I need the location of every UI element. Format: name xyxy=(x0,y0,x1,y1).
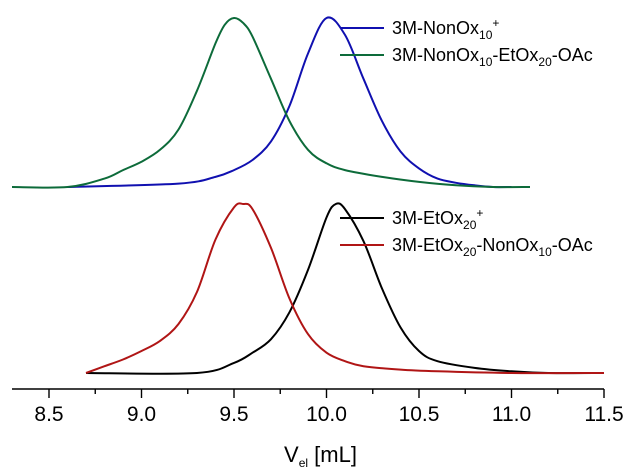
bottom-panel: 3M-EtOx20+ 3M-EtOx20-NonOx10-OAc xyxy=(85,202,605,375)
x-axis-title-subscript: el xyxy=(299,456,308,469)
series-line-0-1 xyxy=(11,16,531,189)
series-line-0-0 xyxy=(67,16,512,189)
x-tick-label-5: 11.0 xyxy=(492,403,531,426)
x-tick-label-6: 11.5 xyxy=(584,403,623,426)
x-axis-title-unit: [mL] xyxy=(308,442,357,467)
x-axis: 8.5 9.0 9.5 10.0 10.5 11.0 11.5 xyxy=(12,388,624,426)
x-axis-title: Vel [mL] xyxy=(284,442,357,469)
x-axis-title-main: V xyxy=(284,442,299,467)
top-panel: 3M-NonOx10+ 3M-NonOx10-EtOx20-OAc xyxy=(11,16,593,189)
x-tick-label-4: 10.5 xyxy=(399,403,440,426)
legend-label-0-1: 3M-NonOx10-EtOx20-OAc xyxy=(392,45,593,69)
series-line-1-1 xyxy=(85,202,605,375)
series-line-1-0 xyxy=(85,202,605,375)
x-tick-label-2: 9.5 xyxy=(219,403,248,426)
legend-label-1-1: 3M-EtOx20-NonOx10-OAc xyxy=(392,235,593,259)
legend-label-1-0: 3M-EtOx20+ xyxy=(392,206,483,232)
x-tick-label-0: 8.5 xyxy=(34,403,63,426)
legend-label-0-0: 3M-NonOx10+ xyxy=(392,16,499,42)
x-tick-label-3: 10.0 xyxy=(306,403,347,426)
x-tick-label-1: 9.0 xyxy=(127,403,156,426)
